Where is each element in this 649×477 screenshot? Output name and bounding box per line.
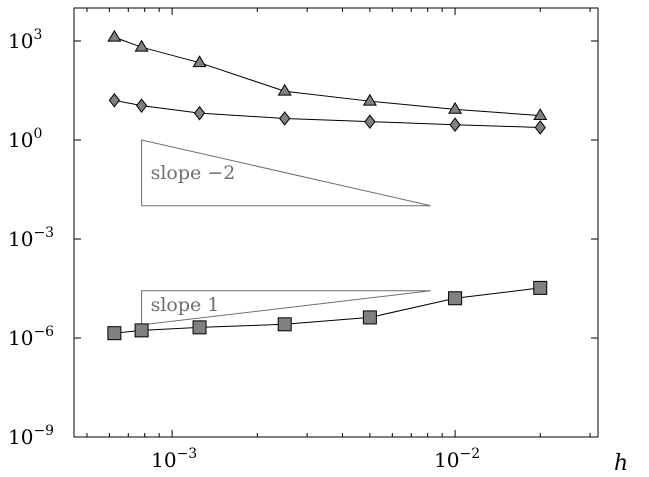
y-tick-label: 10−3	[8, 225, 54, 251]
x-tick-label: 10−2	[434, 446, 480, 472]
square-marker	[277, 317, 292, 332]
slope-triangle	[141, 139, 431, 207]
x-axis-label: h	[614, 451, 628, 476]
diamond-marker	[364, 114, 376, 129]
square-marker	[134, 323, 149, 338]
x-tick-label: 10−3	[151, 446, 197, 472]
slope-triangles-layer: slope −2 slope 1	[141, 139, 431, 326]
triangle-marker	[192, 55, 207, 68]
diamond-marker	[108, 92, 120, 108]
y-tick-label: 103	[8, 27, 42, 53]
triangle-marker	[533, 108, 548, 120]
ticks-layer: 10−3 10−2 10−9 10−6 10−3 100 103	[8, 8, 598, 472]
y-tick-label: 100	[8, 126, 42, 152]
plot-frame	[73, 7, 599, 438]
triangle-marker	[362, 93, 377, 106]
slope-label: slope −2	[151, 162, 236, 184]
series-line	[114, 99, 541, 128]
y-tick-label: 10−6	[8, 324, 54, 350]
diamond-marker	[534, 120, 546, 135]
slope-triangle	[141, 290, 431, 326]
diamond-marker	[279, 111, 291, 126]
diamond-marker	[135, 98, 148, 113]
square-marker	[192, 320, 207, 335]
slope-label: slope 1	[151, 294, 220, 316]
triangle-marker	[448, 101, 463, 114]
square-marker	[448, 291, 463, 306]
square-marker	[533, 280, 548, 295]
series-layer	[107, 29, 548, 341]
y-tick-label: 10−9	[8, 423, 54, 449]
square-marker	[107, 326, 122, 341]
series-line	[114, 36, 541, 117]
diamond-marker	[449, 117, 461, 133]
triangle-marker	[107, 29, 122, 42]
diamond-marker	[193, 105, 206, 121]
triangle-marker	[134, 39, 149, 52]
square-marker	[362, 310, 377, 325]
triangle-marker	[277, 83, 292, 96]
